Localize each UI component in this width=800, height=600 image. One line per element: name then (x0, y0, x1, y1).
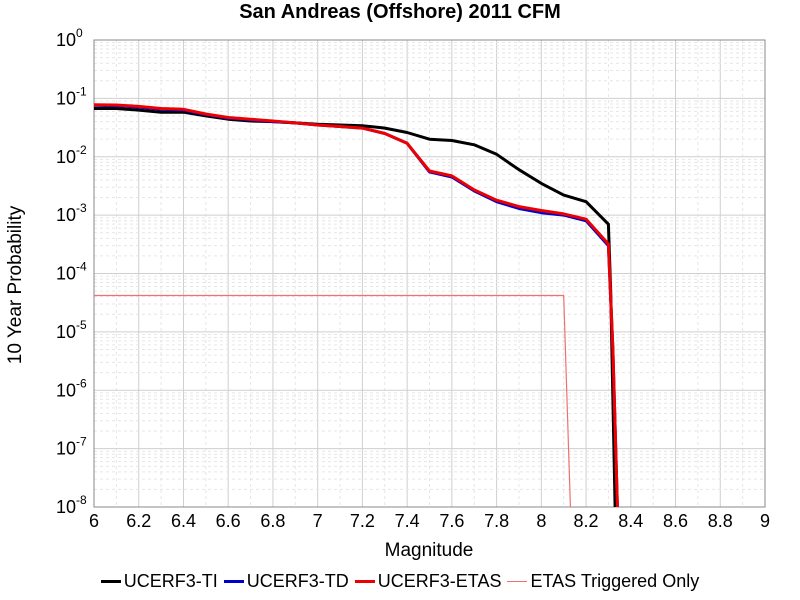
legend-swatch (100, 579, 121, 583)
x-tick-label: 8.2 (574, 511, 599, 531)
y-tick-label: 10-1 (56, 84, 87, 108)
x-tick-label: 6.8 (260, 511, 285, 531)
y-tick-label: 10-8 (56, 493, 87, 517)
y-tick-label: 10-2 (56, 143, 87, 167)
grid (93, 40, 766, 508)
legend-swatch (354, 579, 375, 583)
legend-label: UCERF3-TI (123, 570, 218, 591)
x-tick-label: 8.4 (618, 511, 643, 531)
series-layer (93, 103, 619, 508)
legend-item-ucerf3-td: UCERF3-TD (223, 570, 349, 592)
y-tick-label: 10-7 (56, 435, 87, 459)
x-tick-label: 7.4 (395, 511, 420, 531)
x-tick-label: 7.6 (439, 511, 464, 531)
legend-item-ucerf3-ti: UCERF3-TI (100, 570, 218, 592)
series-line-etas-triggered-only (94, 294, 571, 508)
x-tick-label: 6.2 (126, 511, 151, 531)
legend-swatch (507, 580, 528, 582)
series-line-ucerf3-ti (94, 107, 617, 508)
x-tick-label: 9 (760, 511, 770, 531)
x-tick-label: 8.8 (708, 511, 733, 531)
x-tick-label: 7.2 (350, 511, 375, 531)
x-axis-label: Magnitude (385, 540, 474, 561)
y-tick-label: 10-5 (56, 318, 87, 342)
legend-label: ETAS Triggered Only (530, 570, 700, 591)
x-tick-label: 7.8 (484, 511, 509, 531)
y-tick-label: 10-3 (56, 201, 87, 225)
chart: San Andreas (Offshore) 2011 CFM 6 6.2 6.4 6… (5, 1, 770, 561)
x-tick-label: 6 (89, 511, 99, 531)
y-tick-label: 100 (56, 26, 83, 50)
legend-swatch (223, 579, 244, 583)
x-axis-ticks: 6 6.2 6.4 6.6 6.8 7 7.2 7.4 7.6 7.8 8 8.2 8.4 8.6 8.8 9 (89, 511, 770, 531)
chart-title: San Andreas (Offshore) 2011 CFM (239, 1, 561, 23)
legend: UCERF3-TI UCERF3-TD UCERF3-ETAS ETAS Trigge… (0, 568, 800, 594)
legend-item-etas-triggered-only: ETAS Triggered Only (507, 571, 699, 592)
y-tick-label: 10-6 (56, 376, 87, 400)
legend-item-ucerf3-etas: UCERF3-ETAS (354, 570, 502, 592)
legend-label: UCERF3-ETAS (377, 570, 502, 591)
x-tick-label: 6.6 (216, 511, 241, 531)
plot-frame (93, 39, 766, 508)
legend-label: UCERF3-TD (246, 570, 349, 591)
x-tick-label: 7 (313, 511, 323, 531)
y-axis-label: 10 Year Probability (5, 205, 26, 364)
y-axis-ticks: 100 10-1 10-2 10-3 10-4 10-5 10-6 10-7 10-8 (56, 26, 87, 517)
x-tick-label: 8 (536, 511, 546, 531)
x-tick-label: 8.6 (663, 511, 688, 531)
series-line-ucerf3-etas (93, 103, 619, 508)
y-tick-label: 10-4 (56, 260, 87, 284)
x-tick-label: 6.4 (171, 511, 196, 531)
